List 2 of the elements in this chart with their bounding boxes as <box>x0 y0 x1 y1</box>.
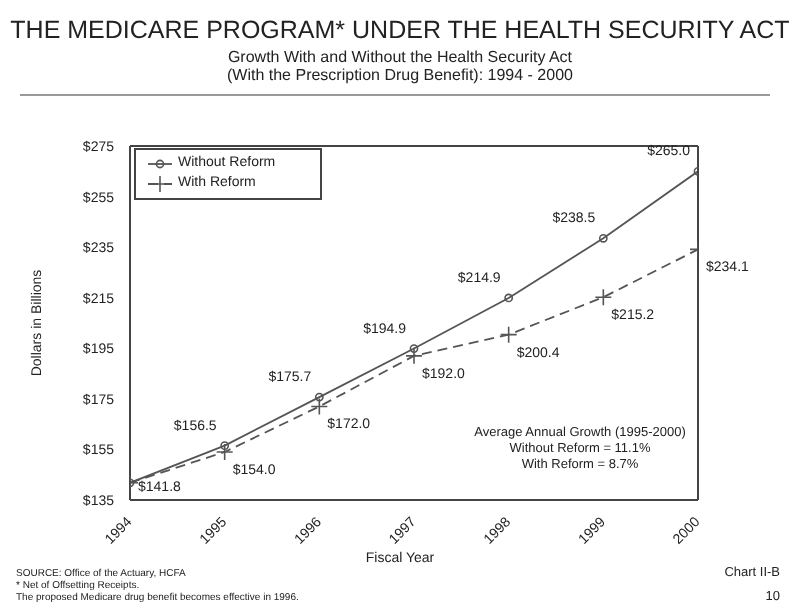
chart-title: THE MEDICARE PROGRAM* UNDER THE HEALTH SECURITY ACT <box>8 16 792 44</box>
chart-subtitle: Growth With and Without the Health Security Act (With the Prescription Drug Benefit): 1994 - 2000 <box>225 48 575 84</box>
